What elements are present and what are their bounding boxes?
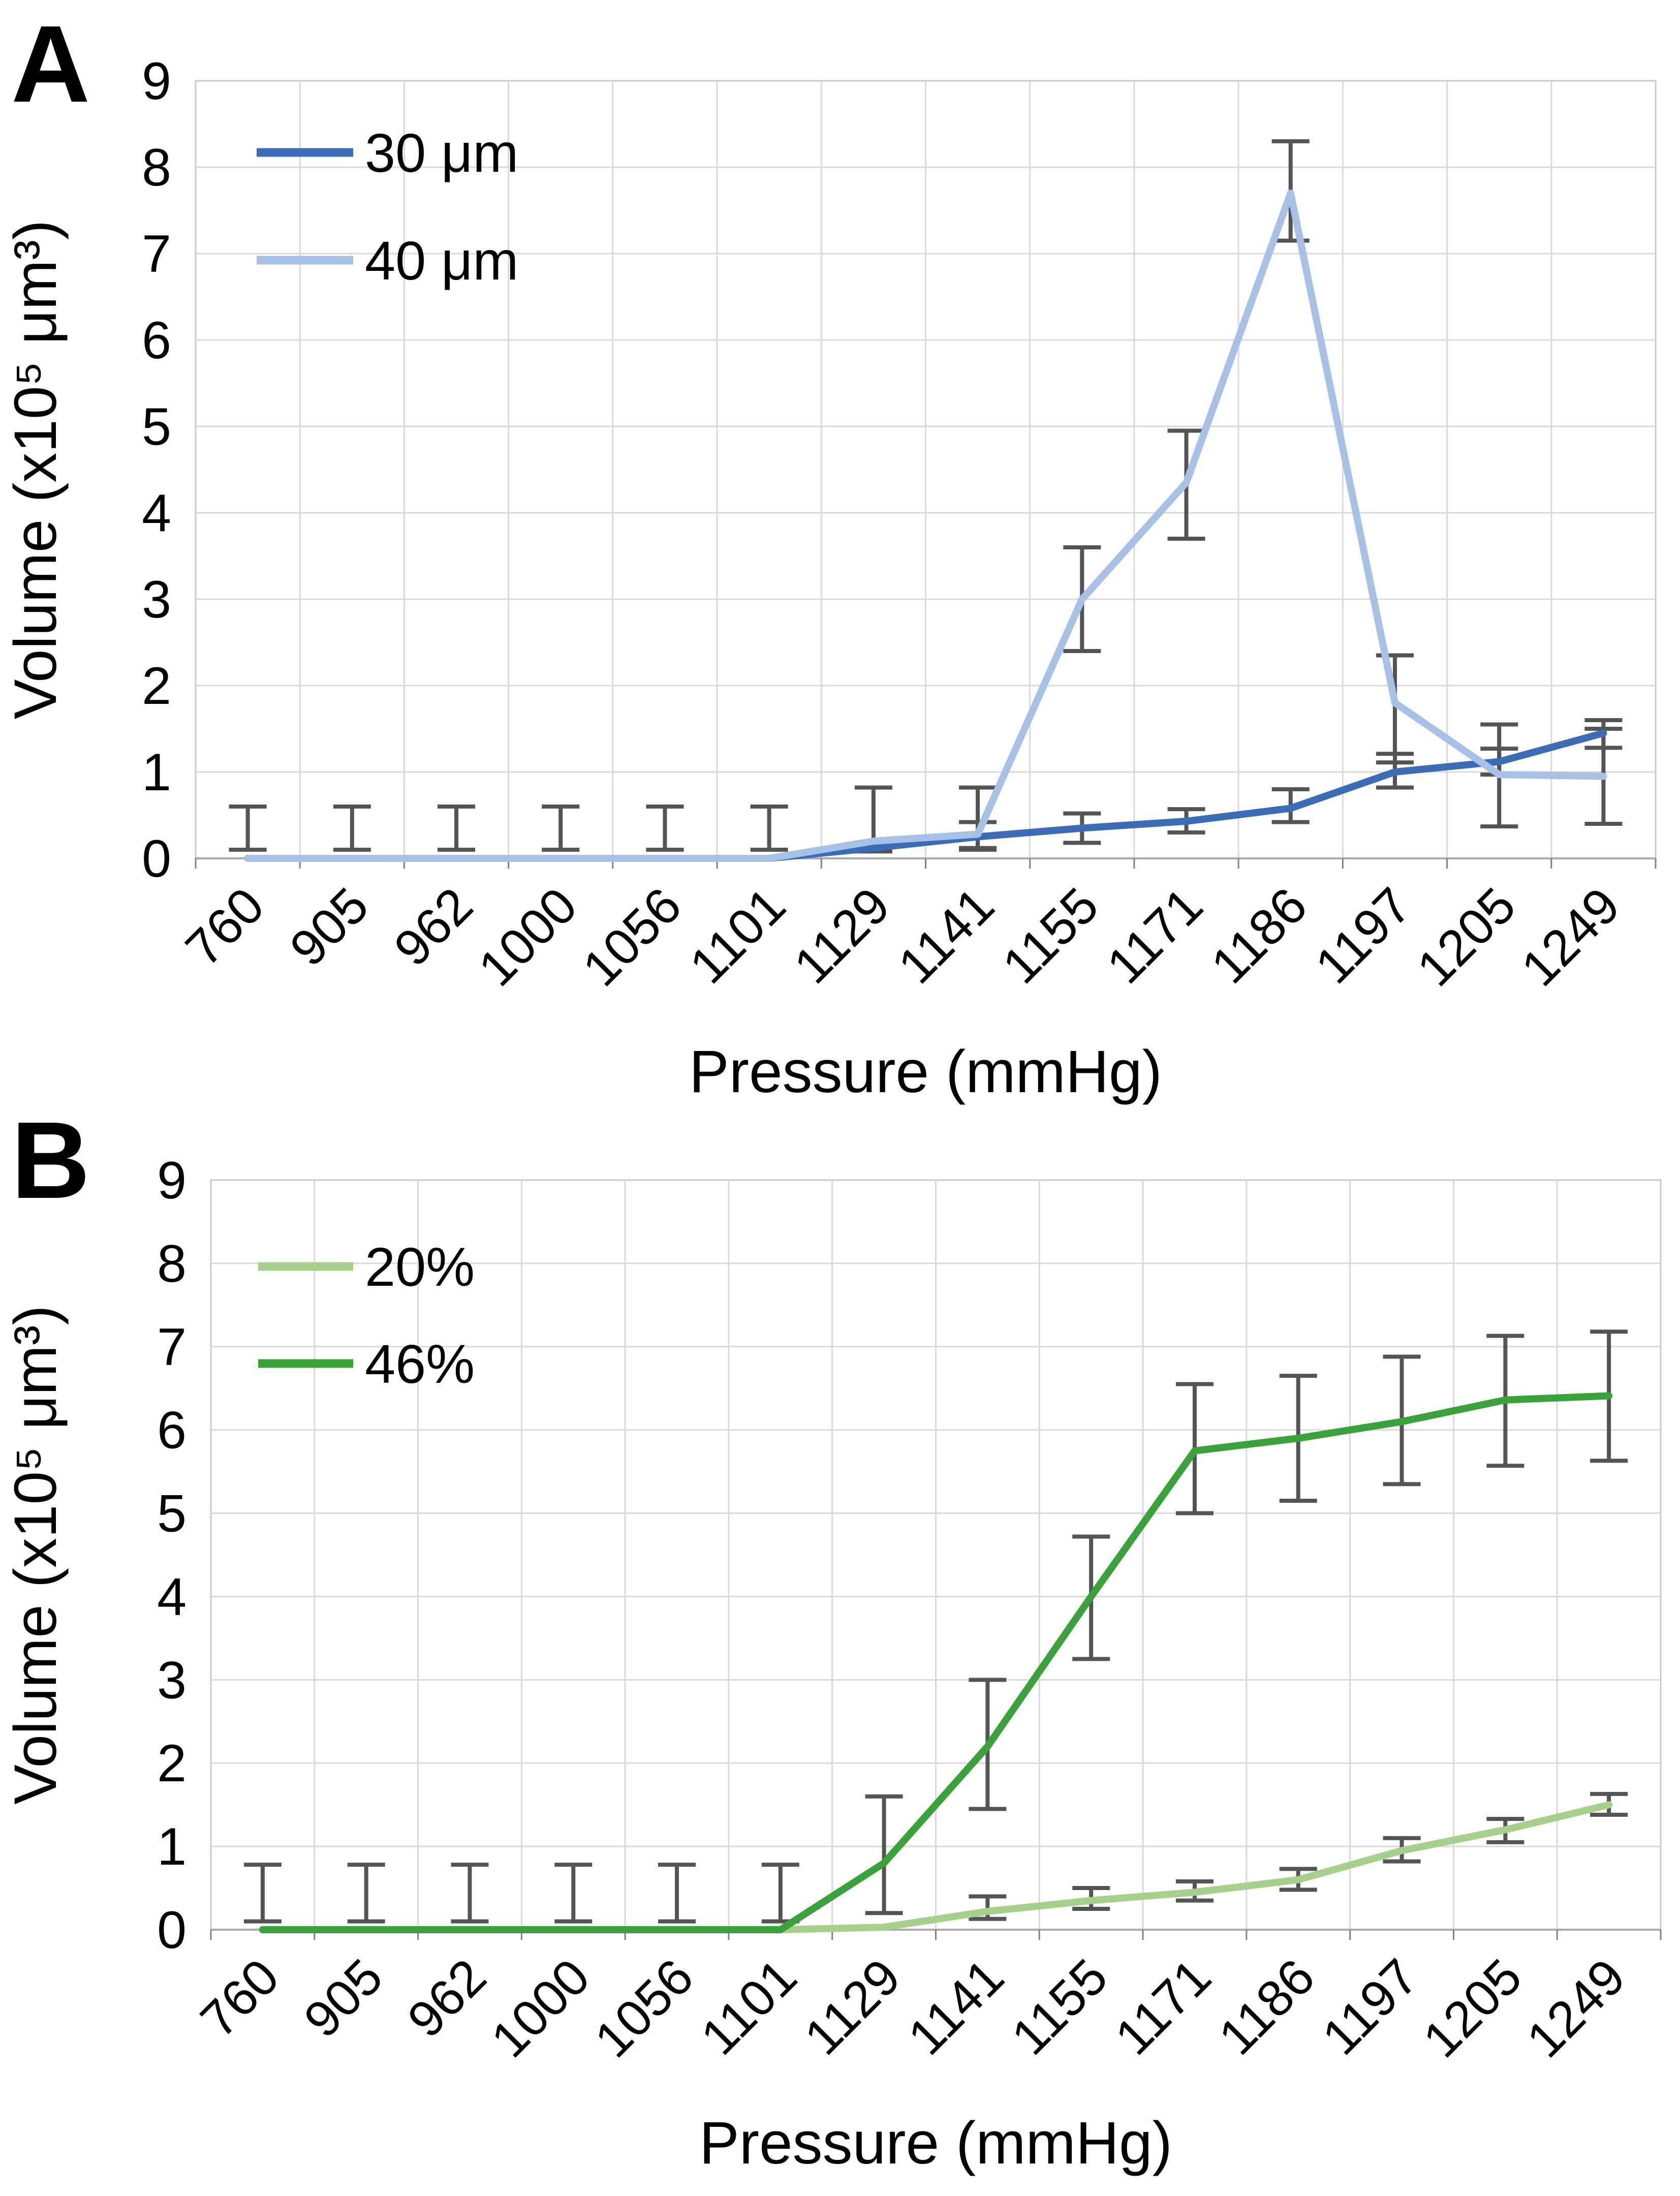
legend-item: 20% — [258, 1236, 475, 1297]
y-tick-label: 0 — [157, 1901, 186, 1960]
y-tick-label: 3 — [142, 570, 171, 629]
x-tick-label: 1186 — [1200, 877, 1318, 994]
legend-item: 30 μm — [257, 122, 518, 183]
x-tick-label: 760 — [175, 877, 275, 977]
x-tick-label: 1186 — [1208, 1948, 1325, 2065]
x-tick-label: 1000 — [468, 877, 588, 997]
error-bar — [451, 1863, 489, 1924]
x-tick-label: 1141 — [897, 1948, 1015, 2065]
y-tick-label: 7 — [157, 1318, 186, 1377]
x-tick-label: 1101 — [679, 877, 796, 994]
y-axis-title: Volume (x10⁵ μm³) — [2, 220, 69, 720]
legend-item: 46% — [258, 1333, 475, 1395]
y-tick-label: 1 — [157, 1817, 186, 1876]
panel-a-label: A — [11, 3, 90, 125]
error-bar — [333, 805, 371, 852]
error-bar — [438, 805, 476, 852]
legend-label: 46% — [365, 1333, 475, 1395]
x-tick-label: 1197 — [1312, 1948, 1429, 2065]
x-tick-label: 1129 — [794, 1948, 911, 2065]
y-tick-label: 3 — [157, 1651, 186, 1710]
error-bar — [542, 805, 580, 852]
error-bar — [243, 1863, 282, 1924]
legend-label: 40 μm — [365, 230, 518, 291]
panel-b-label: B — [11, 1099, 90, 1221]
x-tick-label: 1205 — [1412, 1948, 1533, 2068]
y-tick-label: 6 — [157, 1401, 186, 1460]
error-bar — [658, 1863, 696, 1924]
error-bar — [865, 1794, 903, 1915]
y-tick-label: 1 — [142, 743, 171, 802]
x-tick-label: 1101 — [690, 1948, 807, 2065]
legend-label: 30 μm — [365, 122, 518, 183]
x-tick-label: 1000 — [480, 1948, 601, 2068]
x-axis-title: Pressure (mmHg) — [699, 2110, 1172, 2177]
x-tick-label: 1129 — [783, 877, 900, 994]
series-line-40μm — [244, 190, 1607, 862]
x-tick-label: 1197 — [1304, 877, 1422, 994]
x-tick-label: 905 — [279, 877, 379, 977]
x-tick-label: 1056 — [584, 1948, 704, 2068]
x-tick-label: 1205 — [1406, 877, 1527, 997]
x-tick-label: 760 — [190, 1948, 290, 2048]
y-tick-label: 8 — [142, 138, 171, 197]
x-tick-label: 1171 — [1096, 877, 1214, 994]
x-axis-title: Pressure (mmHg) — [689, 1038, 1162, 1105]
x-tick-label: 905 — [293, 1948, 393, 2048]
error-bar — [969, 1894, 1007, 1921]
y-tick-label: 4 — [157, 1567, 186, 1626]
legend: 30 μm 40 μm — [257, 122, 518, 291]
y-axis-title: Volume (x10⁵ μm³) — [2, 1305, 69, 1805]
y-tick-label: 5 — [142, 397, 171, 456]
error-bar — [554, 1863, 593, 1924]
panel-b-chart: 760 905 9621000105611011129114111551171118… — [2, 1151, 1662, 2177]
x-tick-label: 1155 — [1001, 1948, 1118, 2065]
x-tick-label: 1171 — [1104, 1948, 1222, 2065]
y-tick-label: 9 — [142, 52, 171, 111]
x-tick-label: 1155 — [992, 877, 1109, 994]
y-tick-label: 2 — [142, 657, 171, 716]
y-tick-label: 2 — [157, 1734, 186, 1793]
series-line-46 — [259, 1392, 1613, 1933]
error-bar — [761, 1863, 799, 1924]
x-tick-label: 1056 — [572, 877, 693, 997]
y-tick-label: 6 — [142, 311, 171, 370]
x-tick-label: 962 — [397, 1948, 497, 2048]
y-tick-label: 8 — [157, 1234, 186, 1293]
error-bar — [646, 805, 684, 852]
y-tick-label: 4 — [142, 484, 171, 543]
legend-item: 40 μm — [257, 230, 518, 291]
panel-a-chart: 760 905 9621000105611011129114111551171118… — [2, 52, 1657, 1105]
y-tick-label: 5 — [157, 1484, 186, 1543]
legend-label: 20% — [365, 1236, 475, 1297]
x-tick-label: 1249 — [1516, 1948, 1636, 2068]
error-bar — [750, 805, 788, 852]
y-tick-label: 7 — [142, 225, 171, 284]
y-tick-label: 0 — [142, 829, 171, 888]
error-bar — [229, 805, 267, 852]
x-tick-label: 962 — [383, 877, 483, 977]
x-tick-label: 1249 — [1510, 877, 1631, 997]
y-tick-label: 9 — [157, 1151, 186, 1210]
x-tick-label: 1141 — [887, 877, 1005, 994]
legend: 20% 46% — [258, 1236, 475, 1395]
error-bar — [347, 1863, 385, 1924]
